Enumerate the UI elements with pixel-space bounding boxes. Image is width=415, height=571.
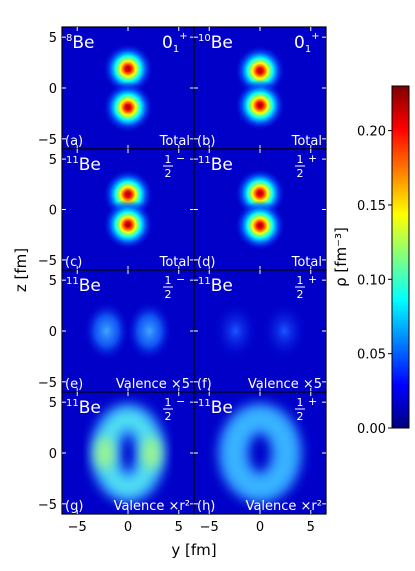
density-blob [234,79,286,131]
x-tick-label: 5 [307,520,315,535]
panel-g: 11Be 12− (g) Valence ×r² 5 0 −5 −5 0 5 [38,391,195,535]
state-parity: + [308,395,317,408]
density-ring-spot [95,436,114,470]
panel-e: 11Be 12− (e) Valence ×5 5 0 −5 [38,269,195,393]
panel-b: 10Be 01+(b) Total [193,26,327,150]
state-parity: + [308,273,317,286]
panel-label: Valence ×5 [248,377,322,392]
y-tick-label: 0 [49,82,57,97]
panel-tag: (a) [65,134,83,149]
state-label: 12 + [295,273,317,301]
state-parity: − [176,273,185,286]
density-ring [225,410,295,496]
state-numerator: 1 [165,153,172,166]
nucleus-label: 11Be [66,155,101,175]
panel-h: 11Be 12 + (h) Valence ×r² −5 0 5 [193,391,327,535]
state-label: 12 + [295,395,317,423]
panel-tag: (d) [197,255,215,270]
x-tick-label: −5 [200,520,219,535]
y-axis-label: z [fm] [12,248,30,292]
nucleus-label: 10Be [198,33,233,53]
y-tick-label: 0 [49,447,57,462]
colorbar-tick-label: 0.05 [357,348,386,363]
panel-label: Total [159,255,190,270]
panel-tag: (c) [65,255,82,270]
density-blob [125,300,173,362]
density-blob [83,300,131,362]
panel-label: Valence ×r² [114,499,190,514]
y-tick-label: 5 [49,274,57,289]
panel-label: Total [291,134,322,149]
density-blob [234,200,286,251]
state-numerator: 1 [297,274,304,287]
state-denominator: 2 [165,288,172,301]
nucleus-label: 11Be [66,276,101,296]
state-numerator: 1 [297,153,304,166]
density-ring-spot [142,436,161,470]
nucleus-label: 8Be [66,33,95,53]
density-blob [102,81,154,133]
panel-tag: (f) [197,377,212,392]
density-blob [102,199,154,250]
nucleus-label: 11Be [198,155,233,175]
panel-tag: (g) [65,499,83,514]
state-denominator: 2 [165,410,172,423]
state-label: 12− [163,395,185,423]
state-denominator: 2 [165,167,172,180]
state-parity: − [176,152,185,165]
state-label: 12 + [295,152,317,180]
density-blob [261,300,308,362]
panel-f: 11Be 12 + (f) Valence ×5 [193,269,327,393]
panel-label: Valence ×r² [246,499,322,514]
panel-label: Total [291,255,322,270]
x-axis-label: y [fm] [171,541,216,559]
state-parity: − [176,395,185,408]
y-tick-label: 5 [49,396,57,411]
panel-tag: (h) [197,499,215,514]
x-tick-label: −5 [68,520,87,535]
x-tick-label: 5 [175,520,183,535]
state-numerator: 1 [297,396,304,409]
panel-tag: (b) [197,134,215,149]
state-label: 12− [163,273,185,301]
panel-tag: (e) [65,377,83,392]
y-tick-label: 5 [49,153,57,168]
y-tick-label: 0 [49,325,57,340]
y-tick-label: −5 [38,133,57,148]
x-tick-label: 0 [124,520,132,535]
state-label: 12− [163,152,185,180]
y-tick-label: 5 [49,31,57,46]
panel-label: Total [159,134,190,149]
state-denominator: 2 [297,288,304,301]
nucleus-label: 11Be [198,276,233,296]
x-tick-label: 0 [256,520,264,535]
colorbar-tick-label: 0.00 [357,422,386,437]
nucleus-label: 11Be [198,398,233,418]
nucleus-label: 11Be [66,398,101,418]
colorbar-tick-label: 0.20 [357,125,386,140]
density-blob [212,300,259,362]
density-blob [102,43,154,95]
state-numerator: 1 [165,274,172,287]
y-tick-label: 0 [49,204,57,219]
colorbar: ρ [fm⁻³] 0.00 0.05 0.10 0.15 0.20 [332,85,410,437]
state-denominator: 2 [297,167,304,180]
colorbar-gradient [391,85,410,429]
y-tick-label: −5 [38,376,57,391]
state-denominator: 2 [297,410,304,423]
colorbar-label: ρ [fm⁻³] [332,227,350,287]
colorbar-tick-label: 0.10 [357,273,386,288]
panel-c: 11Be 12− (c) Total 5 0 −5 [38,148,195,271]
y-tick-label: −5 [38,254,57,269]
y-tick-label: −5 [38,498,57,513]
state-numerator: 1 [165,396,172,409]
colorbar-tick-label: 0.15 [357,199,386,214]
panel-d: 11Be 12 + (d) Total [193,148,327,271]
state-parity: + [308,152,317,165]
panel-label: Valence ×5 [116,377,190,392]
